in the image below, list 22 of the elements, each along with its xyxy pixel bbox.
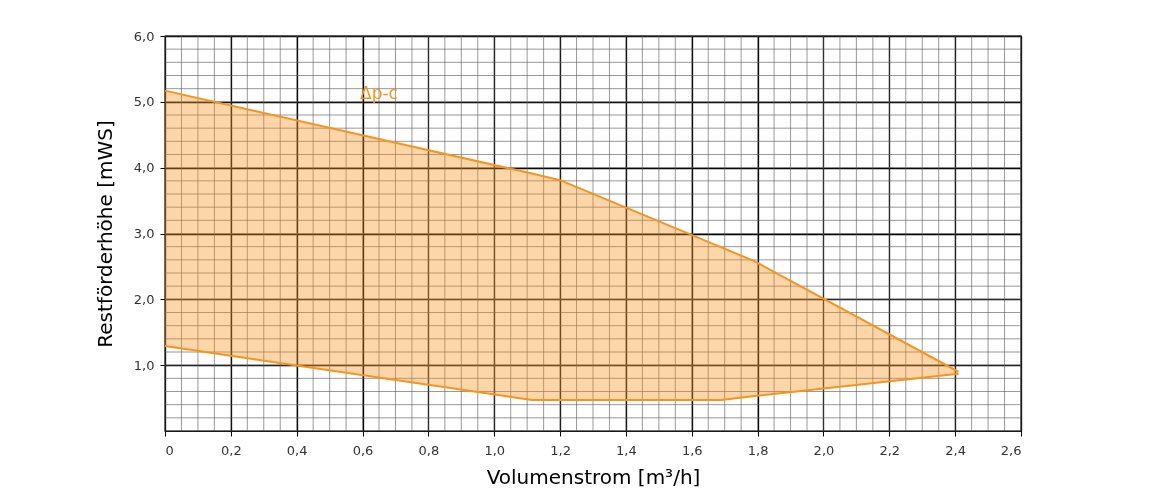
x-axis-title: Volumenstrom [m³/h] xyxy=(486,464,701,489)
x-tick-label: 1,6 xyxy=(681,442,703,458)
x-tick-label: 1,8 xyxy=(747,442,769,458)
y-tick-label: 6,0 xyxy=(133,28,155,44)
x-tick-label: 0,2 xyxy=(221,442,242,458)
x-tick-label: 1,2 xyxy=(550,442,571,458)
x-tick-label: 0 xyxy=(165,442,174,458)
y-tick-label: 4,0 xyxy=(133,160,155,176)
x-tick-label: 0,8 xyxy=(418,442,440,458)
y-tick-label: 1,0 xyxy=(133,357,155,373)
y-tick-label: 2,0 xyxy=(133,291,155,307)
y-axis-title: Restförderhöhe [mWS] xyxy=(92,120,117,348)
x-tick-label: 2,4 xyxy=(945,442,966,458)
x-tick-label: 2,0 xyxy=(813,442,835,458)
y-tick-label: 5,0 xyxy=(133,94,155,110)
x-tick-label: 0,4 xyxy=(286,442,308,458)
x-tick-label: 1,0 xyxy=(484,442,506,458)
x-tick-label: 1,4 xyxy=(616,442,637,458)
x-tick-label: 0,6 xyxy=(352,442,374,458)
y-tick-label: 3,0 xyxy=(133,226,155,241)
x-tick-label: 2,2 xyxy=(879,442,901,458)
x-tick-label: 2,6 xyxy=(1000,442,1022,458)
